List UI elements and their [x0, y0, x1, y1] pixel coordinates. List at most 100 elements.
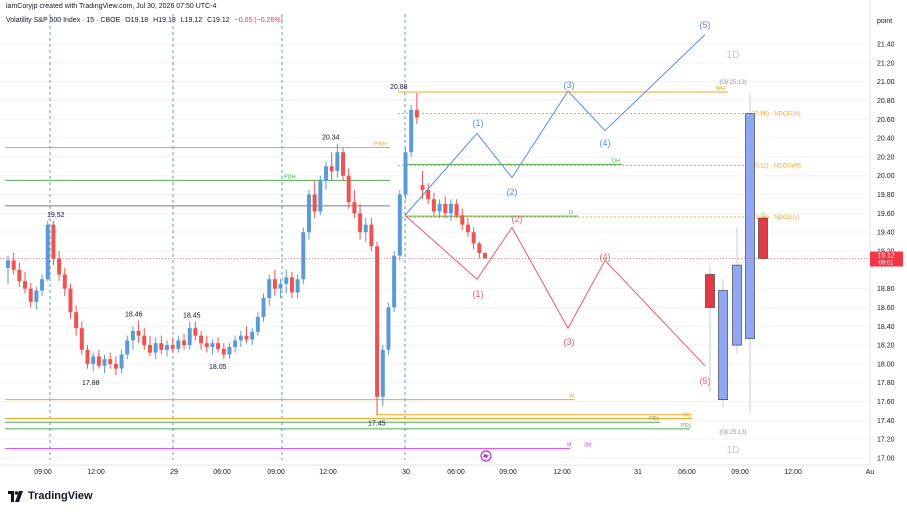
- candle-body: [79, 328, 84, 350]
- candle-body: [437, 203, 442, 212]
- candle-body: [454, 203, 459, 216]
- ohlc-low-value: 19.12: [184, 17, 203, 24]
- candle-body: [216, 343, 221, 349]
- price-label: 19.52: [47, 212, 65, 219]
- candle-body: [40, 279, 45, 291]
- candle-body: [159, 343, 164, 350]
- candle-body: [431, 199, 436, 212]
- x-tick-label: 06:00: [447, 469, 465, 476]
- y-tick-label: 20.20: [877, 154, 895, 161]
- x-tick-label: 09:00: [499, 469, 517, 476]
- ohlc-change: −0.05 (−0.26%): [234, 17, 283, 24]
- x-tick-label: 30: [402, 469, 410, 476]
- x-tick-label: 09:00: [267, 469, 285, 476]
- candle-body: [85, 349, 90, 364]
- y-tick-label: 18.80: [877, 286, 895, 293]
- candle-body: [182, 340, 187, 346]
- candle-body: [130, 330, 135, 341]
- candle-body: [250, 331, 255, 340]
- candle-body: [244, 335, 249, 340]
- level-label: W: [569, 394, 575, 400]
- red-projection-path: [404, 214, 706, 367]
- candle-body: [45, 224, 50, 280]
- price-label: 18.46: [125, 312, 143, 319]
- candle-body: [289, 277, 294, 293]
- current-price-value: 19.12: [877, 253, 895, 260]
- event-marker-icon: [480, 450, 492, 462]
- candle-body: [414, 109, 419, 118]
- ohlc-open: O19.18: [125, 17, 148, 24]
- htf-candle-body: [745, 113, 755, 339]
- candle-body: [238, 335, 243, 341]
- candle-body: [448, 203, 453, 214]
- candle-body: [358, 213, 363, 233]
- price-label: 18.05: [209, 364, 227, 371]
- y-tick-label: 20.00: [877, 173, 895, 180]
- tradingview-brand[interactable]: TradingView: [8, 489, 93, 503]
- candle-body: [471, 232, 476, 244]
- y-tick-label: 20.40: [877, 136, 895, 143]
- price-label: 20.88: [390, 84, 408, 91]
- candle-body: [62, 274, 67, 289]
- candle-body: [28, 288, 33, 302]
- candle-body: [176, 340, 181, 349]
- level-label: WH: [716, 86, 725, 92]
- y-tick-label: 19.40: [877, 230, 895, 237]
- x-tick-label: 12:00: [784, 469, 802, 476]
- x-tick-label: 29: [170, 469, 178, 476]
- candle-body: [96, 356, 101, 366]
- candle-body: [386, 307, 391, 350]
- y-tick-label: 20.60: [877, 117, 895, 124]
- y-tick-label: 17.00: [877, 456, 895, 463]
- candle-body: [51, 224, 56, 259]
- ohlc-open-value: 19.18: [130, 17, 149, 24]
- y-tick-label: 21.40: [877, 42, 895, 49]
- x-tick-label: 12:00: [319, 469, 337, 476]
- candle-body: [397, 194, 402, 256]
- candle-body: [142, 335, 147, 346]
- candle-body: [6, 260, 10, 268]
- x-tick-label: 12:00: [553, 469, 571, 476]
- candle-body: [420, 185, 425, 190]
- price-label: 17.88: [82, 380, 100, 387]
- chart-caption: iamCoryjp created with TradingView.com, …: [6, 3, 217, 10]
- htf-time-bottom: (08:25:13): [719, 430, 746, 436]
- x-tick-label: 09:00: [34, 469, 52, 476]
- candle-body: [170, 345, 175, 349]
- blue-projection-path: [404, 34, 706, 216]
- candle-body: [102, 359, 107, 366]
- candle-body: [329, 166, 334, 172]
- blue-wave-label: (1): [473, 118, 484, 128]
- blue-wave-label: (2): [507, 187, 518, 197]
- blue-wave-label: (5): [700, 20, 711, 30]
- ndog-label: 19.56) · NDOG(L): [752, 215, 800, 221]
- candle-body: [284, 277, 289, 284]
- candle-body: [335, 152, 340, 172]
- level-label: PDL: [649, 416, 660, 422]
- tradingview-logo-icon: [8, 490, 23, 502]
- x-tick-label: 06:00: [213, 469, 231, 476]
- x-tick-label: 31: [634, 469, 642, 476]
- red-wave-label: (1): [473, 289, 484, 299]
- level-label: 3M: [584, 443, 592, 449]
- ohlc-close-label: C: [207, 17, 213, 24]
- htf-candle-body: [705, 274, 715, 308]
- current-price-badge: [870, 251, 903, 267]
- candle-body: [465, 224, 470, 233]
- x-tick-label: 06:00: [678, 469, 696, 476]
- candle-body: [233, 340, 238, 347]
- blue-wave-label: (4): [600, 138, 611, 148]
- candle-body: [409, 109, 414, 153]
- candle-body: [187, 328, 192, 346]
- htf-time-top: (08:25:13): [719, 80, 746, 86]
- candle-body: [255, 316, 260, 332]
- candle-body: [153, 343, 158, 353]
- candle-body: [295, 279, 300, 293]
- candle-body: [165, 345, 169, 350]
- candle-body: [11, 260, 16, 270]
- ndog-label: 20.11) · NDOG(M): [752, 163, 801, 169]
- candle-body: [341, 152, 346, 176]
- y-tick-label: 18.20: [877, 343, 895, 350]
- blue-wave-label: (3): [564, 80, 575, 90]
